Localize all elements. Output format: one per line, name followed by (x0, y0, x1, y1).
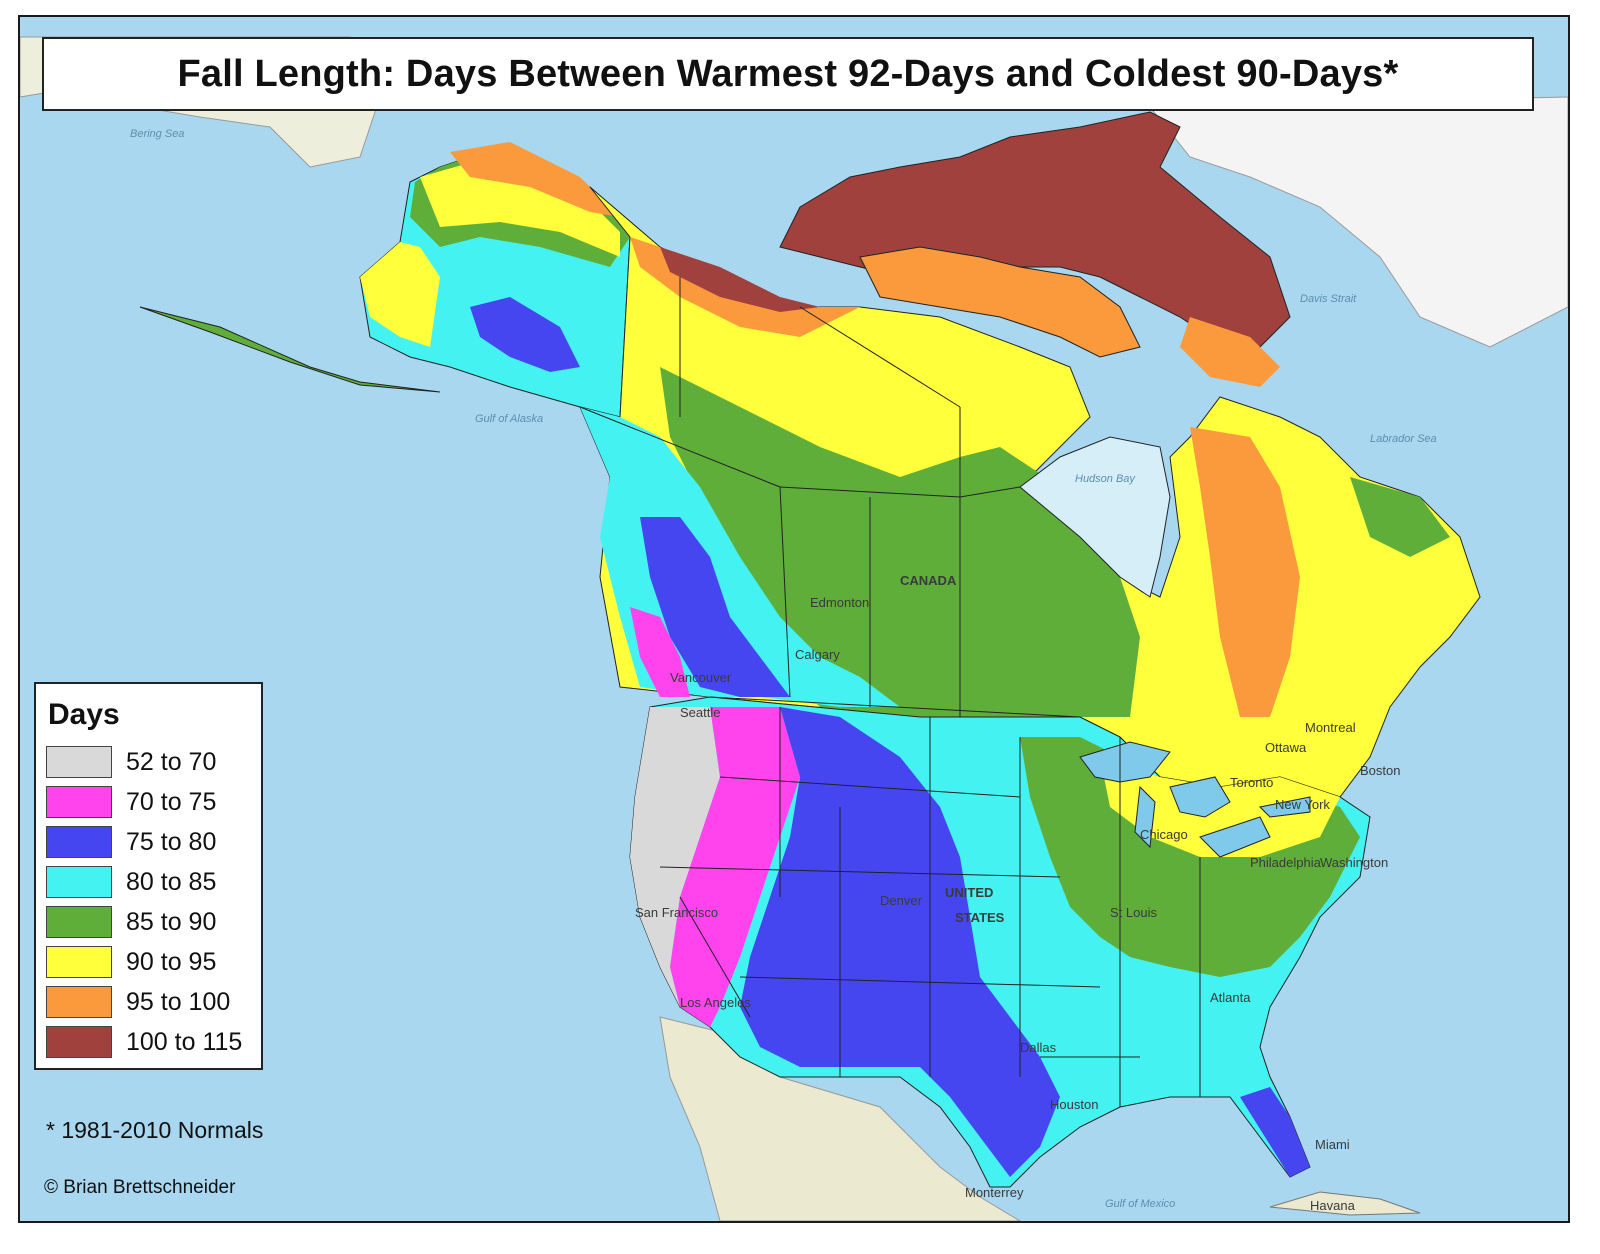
legend-swatch (46, 746, 112, 778)
city-label: Los Angeles (680, 995, 751, 1010)
legend: Days 52 to 70 70 to 75 75 to 80 80 to 85… (34, 682, 263, 1070)
bc-magenta (630, 607, 690, 697)
labrador-green (1350, 477, 1450, 557)
sea-label: Bering Sea (130, 128, 184, 140)
legend-label: 70 to 75 (126, 788, 217, 816)
city-label: Denver (880, 893, 923, 908)
baffin-orange (1180, 317, 1280, 387)
greenland (1148, 96, 1568, 348)
city-label: Atlanta (1210, 990, 1251, 1005)
label-canada: CANADA (900, 573, 957, 588)
legend-label: 95 to 100 (126, 988, 231, 1016)
city-label: Miami (1315, 1137, 1350, 1152)
legend-item: 90 to 95 (46, 946, 256, 980)
bc-blue (640, 517, 790, 697)
quebec-orange (1190, 427, 1300, 717)
legend-item: 85 to 90 (46, 906, 256, 940)
city-label: Houston (1050, 1097, 1098, 1112)
legend-label: 80 to 85 (126, 868, 217, 896)
city-label: Philadelphia (1250, 855, 1322, 870)
cuba (1269, 1191, 1421, 1216)
city-label: Seattle (680, 705, 720, 720)
legend-title: Days (48, 698, 120, 731)
label-united: UNITED (945, 885, 993, 900)
label-states: STATES (955, 910, 1005, 925)
city-label: Vancouver (670, 670, 732, 685)
city-label: Havana (1310, 1198, 1356, 1213)
city-label: Chicago (1140, 827, 1188, 842)
rockies-blue (740, 707, 1060, 1177)
legend-item: 100 to 115 (46, 1026, 256, 1060)
city-label: Ottawa (1265, 740, 1307, 755)
alaska-orange (450, 142, 620, 217)
sea-label: Labrador Sea (1370, 433, 1437, 445)
legend-label: 90 to 95 (126, 948, 217, 976)
west-magenta (670, 707, 800, 1027)
hudson-bay (1019, 436, 1171, 598)
great-lakes (1079, 741, 1311, 858)
legend-swatch (46, 1026, 112, 1058)
legend-label: 52 to 70 (126, 748, 217, 776)
arctic-orange (859, 246, 1141, 358)
city-label: San Francisco (635, 905, 718, 920)
city-label: Edmonton (810, 595, 869, 610)
city-label: Monterrey (965, 1185, 1024, 1200)
city-label: New York (1275, 797, 1330, 812)
alaska-west-yellow (360, 242, 440, 347)
alaska-yellow (420, 157, 620, 257)
city-label: Calgary (795, 647, 840, 662)
boundaries (579, 277, 1201, 1107)
legend-item: 75 to 80 (46, 826, 256, 860)
legend-swatch (46, 786, 112, 818)
city-label: Dallas (1020, 1040, 1057, 1055)
credit: © Brian Brettschneider (44, 1177, 236, 1198)
legend-item: 70 to 75 (46, 786, 256, 820)
legend-label: 75 to 80 (126, 828, 217, 856)
florida-blue (1240, 1087, 1310, 1177)
legend-swatch (46, 826, 112, 858)
sea-label: Gulf of Alaska (475, 413, 543, 425)
legend-swatch (46, 986, 112, 1018)
westcoast-grey (630, 707, 720, 1007)
legend-label: 100 to 115 (126, 1028, 243, 1056)
city-label: Boston (1360, 763, 1400, 778)
legend-label: 85 to 90 (126, 908, 217, 936)
legend-swatch (46, 946, 112, 978)
city-label: Toronto (1230, 775, 1273, 790)
map-title: Fall Length: Days Between Warmest 92-Day… (177, 52, 1399, 95)
aleutians (139, 306, 441, 393)
legend-item: 52 to 70 (46, 746, 256, 780)
city-label: St Louis (1110, 905, 1157, 920)
map-frame: CANADA UNITED STATES Edmonton Calgary Va… (18, 15, 1570, 1223)
sea-label: Gulf of Mexico (1105, 1198, 1175, 1210)
footnote: * 1981-2010 Normals (46, 1117, 264, 1143)
city-label: Washington (1320, 855, 1388, 870)
sea-label: Davis Strait (1300, 293, 1357, 305)
legend-item: 80 to 85 (46, 866, 256, 900)
legend-swatch (46, 866, 112, 898)
sea-label: Hudson Bay (1075, 473, 1136, 485)
city-label: Montreal (1305, 720, 1356, 735)
title-box: Fall Length: Days Between Warmest 92-Day… (42, 37, 1534, 111)
legend-swatch (46, 906, 112, 938)
alaska-blue (470, 297, 580, 372)
canada-north-brown (660, 247, 820, 312)
legend-item: 95 to 100 (46, 986, 256, 1020)
